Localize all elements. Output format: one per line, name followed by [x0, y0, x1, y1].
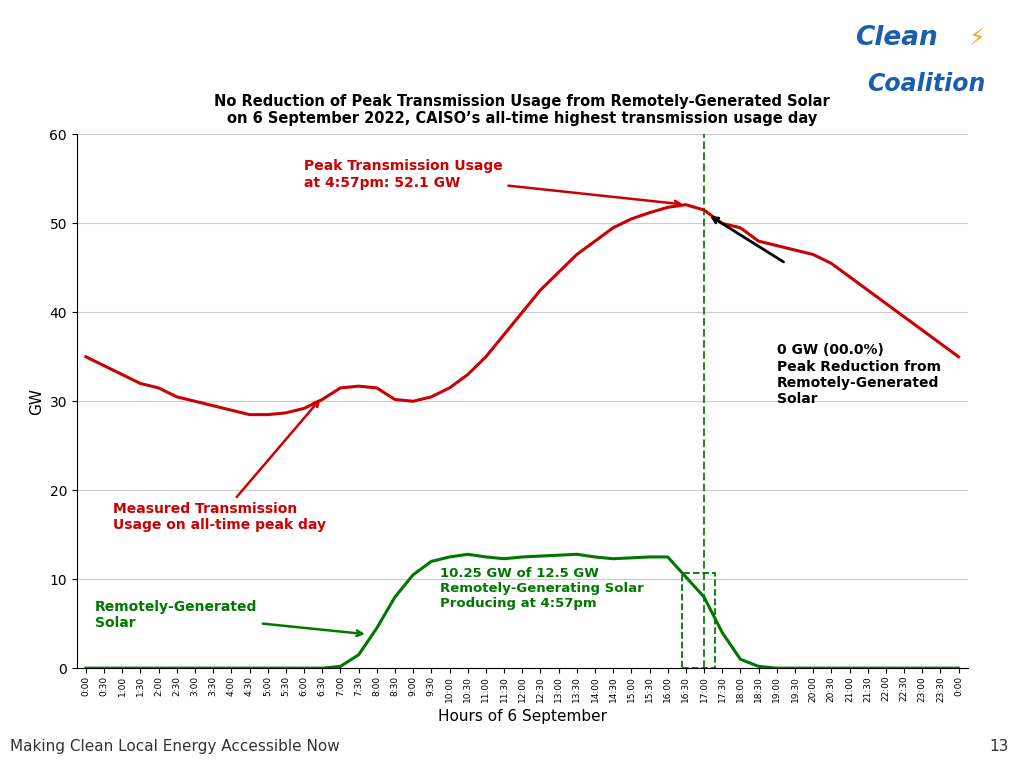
- Text: Remotely-Generated
Solar: Remotely-Generated Solar: [95, 600, 362, 636]
- Bar: [824, 0, 1024, 108]
- Text: Coalition: Coalition: [867, 72, 986, 96]
- Text: ⚡: ⚡: [968, 25, 984, 50]
- X-axis label: Hours of 6 September: Hours of 6 September: [437, 709, 607, 723]
- Text: 10.25 GW of 12.5 GW
Remotely-Generating Solar
Producing at 4:57pm: 10.25 GW of 12.5 GW Remotely-Generating …: [440, 567, 644, 610]
- Text: Clean: Clean: [855, 25, 937, 51]
- Y-axis label: GW: GW: [29, 388, 44, 415]
- Text: 13: 13: [989, 740, 1009, 754]
- Text: Making Clean Local Energy Accessible Now: Making Clean Local Energy Accessible Now: [10, 740, 340, 754]
- Bar: [682, 573, 715, 668]
- Text: 0 GW (00.0%)
Peak Reduction from
Remotely-Generated
Solar: 0 GW (00.0%) Peak Reduction from Remotel…: [777, 343, 941, 406]
- Text: Peak Transmission Usage
at 4:57pm: 52.1 GW: Peak Transmission Usage at 4:57pm: 52.1 …: [304, 159, 680, 207]
- Text: Measured Transmission
Usage on all-time peak day: Measured Transmission Usage on all-time …: [114, 401, 327, 532]
- Text: time peak usage day (6 September 2022): time peak usage day (6 September 2022): [20, 77, 554, 100]
- Title: No Reduction of Peak Transmission Usage from Remotely-Generated Solar
on 6 Septe: No Reduction of Peak Transmission Usage …: [214, 94, 830, 126]
- Text: Case Study: CAISO-interconnected solar on the all-: Case Study: CAISO-interconnected solar o…: [20, 34, 676, 57]
